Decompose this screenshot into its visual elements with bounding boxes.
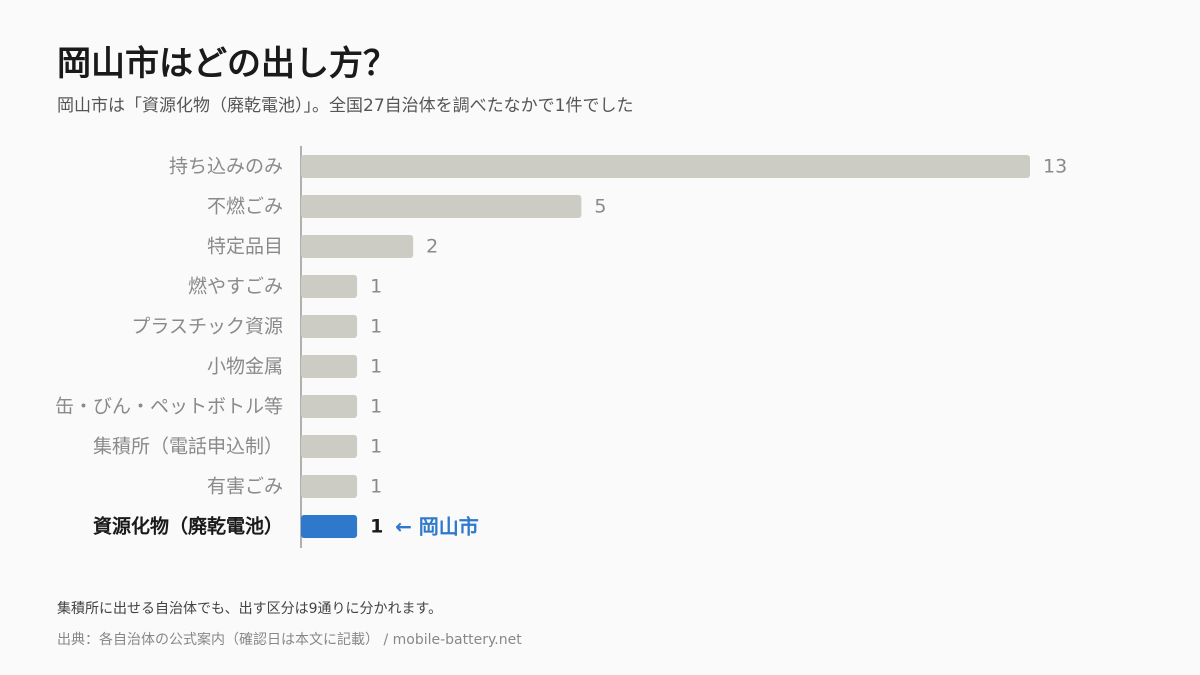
value-label: 5 <box>594 196 606 218</box>
value-label: 1 <box>370 316 382 338</box>
category-label: 缶・びん・ペットボトル等 <box>55 396 283 418</box>
bar <box>301 355 358 378</box>
value-label: 1 <box>370 476 382 498</box>
value-label: 1 <box>370 356 382 378</box>
value-label: 1 <box>370 436 382 458</box>
bar <box>301 435 358 458</box>
bar-chart: 持ち込みのみ 13 不燃ごみ 5 特定品目 2 燃やすごみ 1 プラスチック資源 1 小物金属 1 缶・… <box>55 146 1067 548</box>
value-label: 13 <box>1043 156 1067 178</box>
value-label: 1 <box>370 516 383 538</box>
footnote: 集積所に出せる自治体でも、出す区分は9通りに分かれます。 <box>57 601 443 617</box>
value-label: 2 <box>426 236 438 258</box>
category-label: 持ち込みのみ <box>169 156 283 178</box>
category-label: 不燃ごみ <box>207 196 283 218</box>
category-label: 資源化物（廃乾電池） <box>93 515 283 538</box>
category-label: 燃やすごみ <box>188 276 283 298</box>
bar <box>301 475 358 498</box>
category-label: 有害ごみ <box>207 476 283 498</box>
highlight-annotation: ← 岡山市 <box>395 515 479 539</box>
bar <box>301 155 1030 178</box>
source-credit: 出典：各自治体の公式案内（確認日は本文に記載） / mobile-battery… <box>57 632 522 648</box>
category-label: 集積所（電話申込制） <box>93 436 283 458</box>
value-label: 1 <box>370 276 382 298</box>
bar <box>301 235 414 258</box>
bar <box>301 315 358 338</box>
category-label: 小物金属 <box>207 356 283 378</box>
value-label: 1 <box>370 396 382 418</box>
bar-highlight <box>301 515 358 538</box>
chart-subtitle: 岡山市は「資源化物（廃乾電池）」。全国27自治体を調べたなかで1件でした <box>57 96 634 116</box>
chart-title: 岡山市はどの出し方？ <box>57 44 397 84</box>
bar <box>301 395 358 418</box>
bar <box>301 275 358 298</box>
category-label: 特定品目 <box>207 236 283 258</box>
category-label: プラスチック資源 <box>131 316 283 338</box>
bar <box>301 195 582 218</box>
